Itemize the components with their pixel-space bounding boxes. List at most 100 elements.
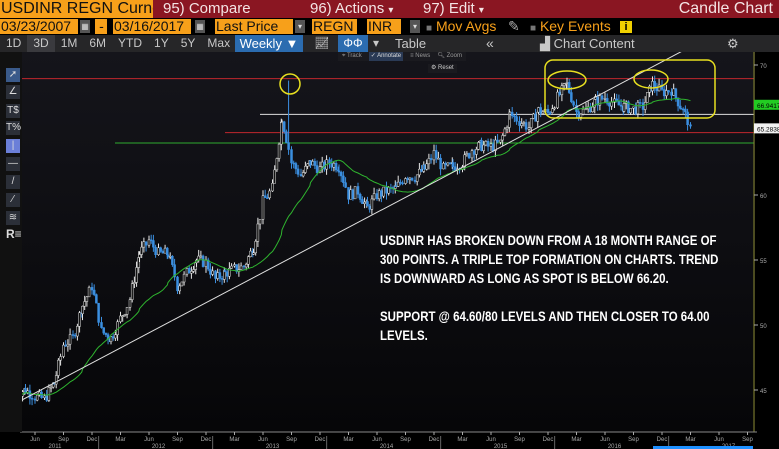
security-field[interactable]: USDINR REGN Curnc	[0, 0, 153, 18]
range-button-3d[interactable]: 3D	[27, 35, 55, 52]
source-input[interactable]: REGN	[312, 19, 357, 34]
mov-avgs-toggle[interactable]: ■ Mov Avgs	[426, 18, 496, 37]
pencil-icon[interactable]: ✎	[508, 18, 520, 34]
candle-body	[442, 163, 445, 170]
compare-menu[interactable]: 95) Compare	[163, 0, 251, 17]
candle-body	[529, 118, 533, 129]
candle-body	[81, 305, 84, 314]
actions-menu[interactable]: 96) Actions ▾	[310, 0, 393, 20]
zoom-button[interactable]: 🔍︎ Zoom	[437, 53, 462, 59]
x-month-label: Dec	[315, 437, 326, 443]
channel-icon[interactable]: ≋	[6, 211, 20, 225]
edit-menu[interactable]: 97) Edit ▾	[423, 0, 484, 20]
range-button-5y[interactable]: 5Y	[180, 36, 196, 50]
price-tag-label: 66.9417	[757, 103, 779, 110]
candle-body	[548, 112, 552, 114]
candle-body	[49, 386, 53, 389]
annotate-button[interactable]: ✓ Annotate	[368, 52, 404, 61]
candle-body	[306, 163, 309, 167]
range-button-ytd[interactable]: YTD	[118, 36, 143, 50]
chevron-down-icon[interactable]: ▾	[295, 20, 305, 33]
candle-body	[553, 107, 556, 110]
start-date-input[interactable]: 03/23/2007	[0, 19, 78, 34]
line-chart-icon[interactable]: 📈︎	[314, 36, 330, 50]
table-button[interactable]: Table	[395, 36, 427, 51]
gear-icon[interactable]: ⚙	[727, 36, 739, 51]
y-tick-label: 45	[760, 389, 767, 395]
info-icon[interactable]: i	[620, 21, 632, 33]
chevron-down-icon[interactable]: ▾	[410, 20, 420, 33]
range-button-1m[interactable]: 1M	[60, 36, 78, 50]
candle-body	[166, 254, 170, 257]
candle-chart[interactable]: 70 60 55 50 45 Jun Sep Dec Mar Jun Sep Dec Mar Jun Sep…	[0, 52, 779, 449]
percent-tool-icon[interactable]: T%	[6, 121, 21, 135]
x-year-label: 2016	[608, 444, 622, 449]
candle-body	[90, 287, 94, 291]
candle-body	[247, 256, 250, 265]
period-select[interactable]: Weekly ▼	[235, 35, 303, 52]
candle-body	[214, 270, 217, 279]
x-month-label: Mar	[115, 437, 125, 443]
range-button-1d[interactable]: 1D	[6, 36, 22, 50]
reset-button[interactable]: ⚙ Reset	[428, 64, 457, 73]
candle-body	[546, 108, 550, 113]
candle-body	[104, 332, 108, 335]
candle-body	[187, 268, 191, 274]
candle-body	[182, 273, 186, 283]
calendar-icon[interactable]: ▦	[195, 20, 205, 33]
annotate-tool-icon[interactable]: ∠	[6, 85, 20, 99]
candle-body	[28, 390, 32, 399]
price-tag-label: 65.2838	[757, 126, 779, 133]
field-select[interactable]: Last Price	[215, 19, 293, 34]
candle-body	[168, 255, 172, 258]
highlight-circle	[633, 69, 669, 89]
candle-body	[149, 239, 153, 242]
candle-body	[334, 162, 338, 171]
candle-body	[522, 122, 526, 124]
chevron-down-icon: ▾	[388, 5, 394, 16]
candle-body	[275, 158, 279, 171]
currency-select[interactable]: INR	[367, 19, 401, 34]
x-month-label: Mar	[685, 437, 695, 443]
chart-content-icon: ▟	[540, 36, 550, 51]
candle-body	[510, 111, 514, 117]
trend-line-icon[interactable]: /	[6, 175, 20, 189]
candle-body	[268, 190, 271, 198]
chevron-down-icon[interactable]: ▾	[372, 36, 380, 50]
candle-body	[434, 150, 438, 159]
candle-body	[356, 186, 360, 195]
end-date-input[interactable]: 03/16/2017	[113, 19, 191, 34]
candle-body	[287, 142, 290, 150]
range-button-6m[interactable]: 6M	[89, 36, 107, 50]
candle-body	[271, 182, 274, 192]
collapse-button[interactable]: «	[486, 35, 494, 51]
key-events-toggle[interactable]: ■ Key Events	[530, 18, 611, 37]
x-month-label: Sep	[172, 437, 183, 443]
candle-body	[534, 113, 537, 122]
candle-body	[537, 107, 540, 113]
candle-body	[159, 247, 162, 252]
highlight-circle	[279, 73, 301, 95]
price-tool-icon[interactable]: T$	[6, 104, 20, 118]
range-button-max[interactable]: Max	[207, 36, 231, 50]
vertical-line-icon[interactable]: |	[6, 139, 20, 153]
annotation-line: IS DOWNWARD AS LONG AS SPOT IS BELOW 66.…	[380, 270, 669, 286]
news-button[interactable]: ≡ News	[410, 53, 431, 59]
candle-body	[216, 272, 219, 279]
chart-mode-button[interactable]: ΦΦ	[338, 35, 368, 52]
ray-icon[interactable]: ⁄	[6, 193, 20, 207]
range-button-1y[interactable]: 1Y	[154, 36, 169, 50]
candle-body	[95, 294, 98, 304]
scrollbar[interactable]	[653, 446, 753, 449]
candle-body	[475, 149, 478, 155]
candle-body	[204, 259, 208, 267]
chart-content-button[interactable]: ▟ Chart Content	[540, 35, 635, 52]
text-tool-icon[interactable]: R≡	[6, 227, 22, 241]
pointer-icon[interactable]: ➚	[6, 68, 20, 82]
calendar-icon[interactable]: ▦	[80, 20, 90, 33]
track-button[interactable]: ⌖ Track	[342, 53, 362, 59]
candle-body	[368, 205, 371, 210]
horizontal-line-icon[interactable]: —	[6, 157, 20, 171]
candle-body	[632, 106, 635, 109]
analysis-annotation: USDINR HAS BROKEN DOWN FROM A 18 MONTH R…	[380, 231, 724, 345]
